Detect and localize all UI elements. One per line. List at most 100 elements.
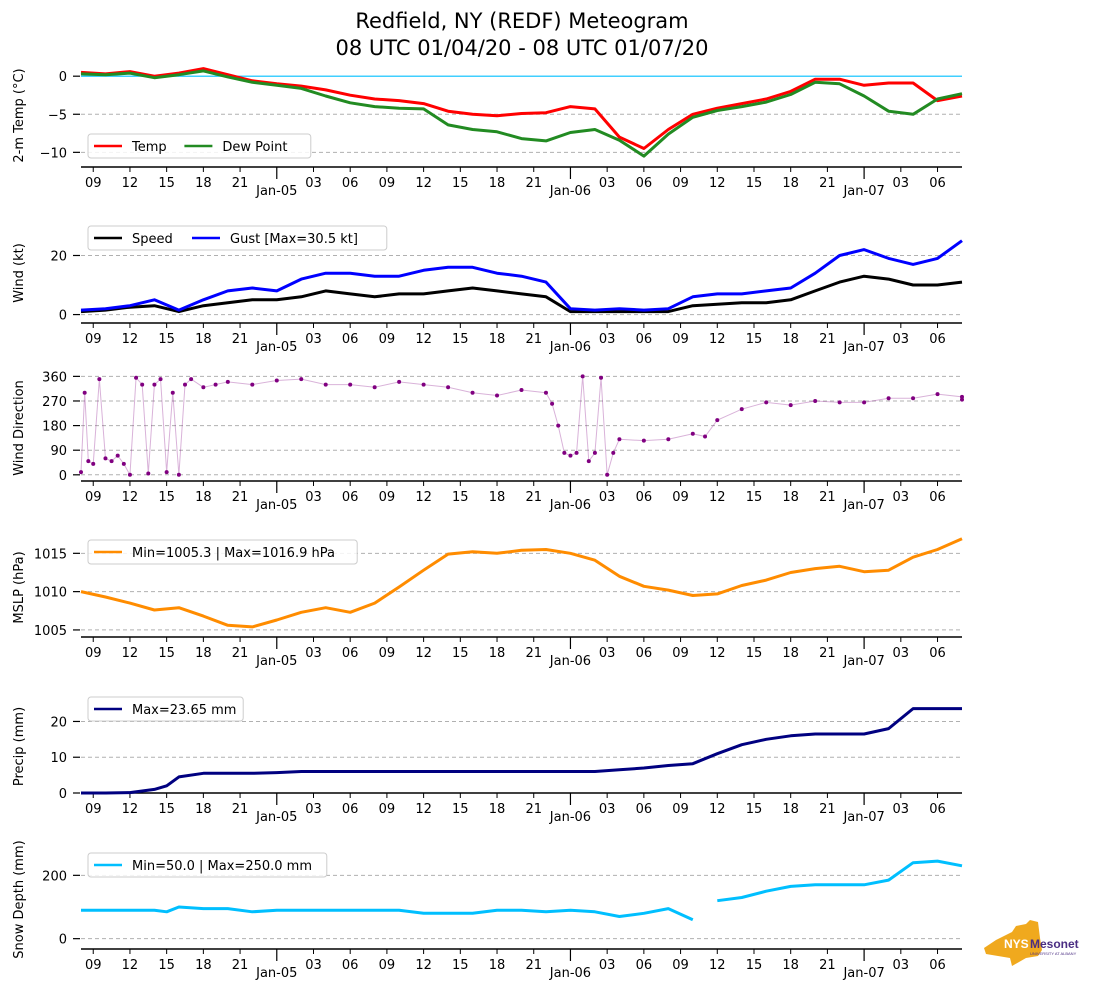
- x-tick-label: 18: [782, 176, 799, 191]
- x-tick-label: 09: [85, 176, 102, 191]
- direction-point: [127, 472, 132, 477]
- series-line-max=23.65: [81, 707, 962, 795]
- x-major-tick-label: Jan-06: [549, 654, 591, 669]
- x-tick-label: 21: [525, 958, 542, 973]
- x-tick-label: 06: [342, 802, 359, 817]
- x-tick-label: 06: [636, 958, 653, 973]
- y-axis-label: Wind (kt): [12, 243, 27, 303]
- direction-point: [446, 385, 451, 390]
- direction-point: [170, 390, 175, 395]
- x-tick-label: 06: [636, 490, 653, 505]
- y-tick-label: 1005: [34, 624, 67, 639]
- direction-point: [592, 450, 597, 455]
- legend-box: [87, 539, 358, 565]
- y-axis-label: Precip (mm): [12, 707, 27, 786]
- direction-point: [152, 382, 157, 387]
- direction-point: [568, 453, 573, 458]
- x-tick-label: 21: [525, 176, 542, 191]
- legend-label: Min=1005.3 | Max=1016.9 hPa: [132, 546, 335, 561]
- x-tick-label: 18: [489, 490, 506, 505]
- x-tick-label: 09: [672, 646, 689, 661]
- legend-label: Speed: [132, 232, 173, 247]
- direction-point: [886, 396, 891, 401]
- series-line-min=1005.3: [80, 537, 963, 629]
- direction-point: [586, 459, 591, 464]
- x-tick-label: 12: [709, 958, 726, 973]
- x-tick-label: 15: [452, 176, 469, 191]
- direction-point: [788, 403, 793, 408]
- y-axis-label: Snow Depth (mm): [12, 840, 27, 958]
- x-major-tick-label: Jan-07: [842, 340, 884, 355]
- x-major-tick-label: Jan-07: [842, 810, 884, 825]
- y-tick-label: 0: [59, 70, 67, 85]
- x-tick-label: 21: [819, 958, 836, 973]
- x-tick-label: 21: [525, 802, 542, 817]
- x-tick-label: 09: [379, 958, 396, 973]
- x-tick-label: 12: [709, 332, 726, 347]
- x-tick-label: 18: [195, 802, 212, 817]
- direction-point: [599, 375, 604, 380]
- x-tick-label: 06: [342, 490, 359, 505]
- panel-mslp: 1005 1010 1015 MSLP (hPa) 09 12 15 18 21 03 06 09 12…: [12, 537, 963, 669]
- x-tick-label: 03: [305, 802, 322, 817]
- x-tick-label: 12: [415, 176, 432, 191]
- direction-point: [550, 401, 555, 406]
- x-tick-label: 09: [672, 332, 689, 347]
- x-major-tick-label: Jan-06: [549, 810, 591, 825]
- direction-point: [562, 450, 567, 455]
- x-major-tick-label: Jan-06: [549, 498, 591, 513]
- logo-nys: NYS: [1004, 937, 1029, 951]
- direction-point: [556, 423, 561, 428]
- legend: Min=50.0 | Max=250.0 mm: [87, 852, 328, 878]
- direction-point: [690, 431, 695, 436]
- direction-point: [299, 377, 304, 382]
- x-tick-label: 15: [452, 958, 469, 973]
- x-tick-label: 03: [893, 332, 910, 347]
- ny-state-shape-icon: [984, 920, 1042, 966]
- legend: Temp Dew Point: [87, 133, 312, 159]
- direction-point: [495, 393, 500, 398]
- x-tick-label: 21: [819, 646, 836, 661]
- x-tick-label: 15: [746, 802, 763, 817]
- series-line-dew: [80, 69, 963, 158]
- x-tick-label: 09: [379, 802, 396, 817]
- y-axis-label: Wind Direction: [12, 380, 27, 476]
- x-tick-label: 12: [122, 958, 139, 973]
- x-tick-label: 18: [195, 958, 212, 973]
- direction-point: [164, 470, 169, 475]
- y-tick-label: 1015: [34, 547, 67, 562]
- x-tick-label: 12: [122, 332, 139, 347]
- direction-point: [91, 461, 96, 466]
- x-tick-label: 09: [85, 646, 102, 661]
- x-tick-label: 21: [232, 802, 249, 817]
- x-tick-label: 06: [929, 176, 946, 191]
- direction-point: [611, 450, 616, 455]
- chart-title-line2: 08 UTC 01/04/20 - 08 UTC 01/07/20: [336, 36, 709, 60]
- direction-point: [82, 390, 87, 395]
- y-tick-label: 10: [50, 751, 67, 766]
- x-tick-label: 18: [195, 332, 212, 347]
- x-tick-label: 06: [929, 332, 946, 347]
- x-tick-label: 12: [415, 646, 432, 661]
- direction-point: [764, 400, 769, 405]
- x-tick-label: 18: [195, 646, 212, 661]
- x-tick-label: 03: [599, 332, 616, 347]
- x-tick-label: 03: [305, 490, 322, 505]
- x-tick-label: 18: [195, 490, 212, 505]
- y-tick-label: 20: [50, 715, 67, 730]
- x-tick-label: 15: [746, 490, 763, 505]
- x-tick-label: 18: [782, 802, 799, 817]
- x-tick-label: 12: [122, 176, 139, 191]
- x-major-tick-label: Jan-05: [255, 498, 297, 513]
- x-tick-label: 03: [893, 176, 910, 191]
- series-line-speed: [80, 274, 963, 314]
- x-tick-label: 21: [232, 958, 249, 973]
- x-tick-label: 18: [782, 958, 799, 973]
- x-tick-label: 18: [489, 802, 506, 817]
- x-major-tick-label: Jan-07: [842, 966, 884, 981]
- x-tick-label: 12: [709, 646, 726, 661]
- legend-label: Max=23.65 mm: [132, 703, 236, 718]
- direction-point: [134, 375, 139, 380]
- direction-point: [189, 377, 194, 382]
- x-tick-label: 09: [85, 958, 102, 973]
